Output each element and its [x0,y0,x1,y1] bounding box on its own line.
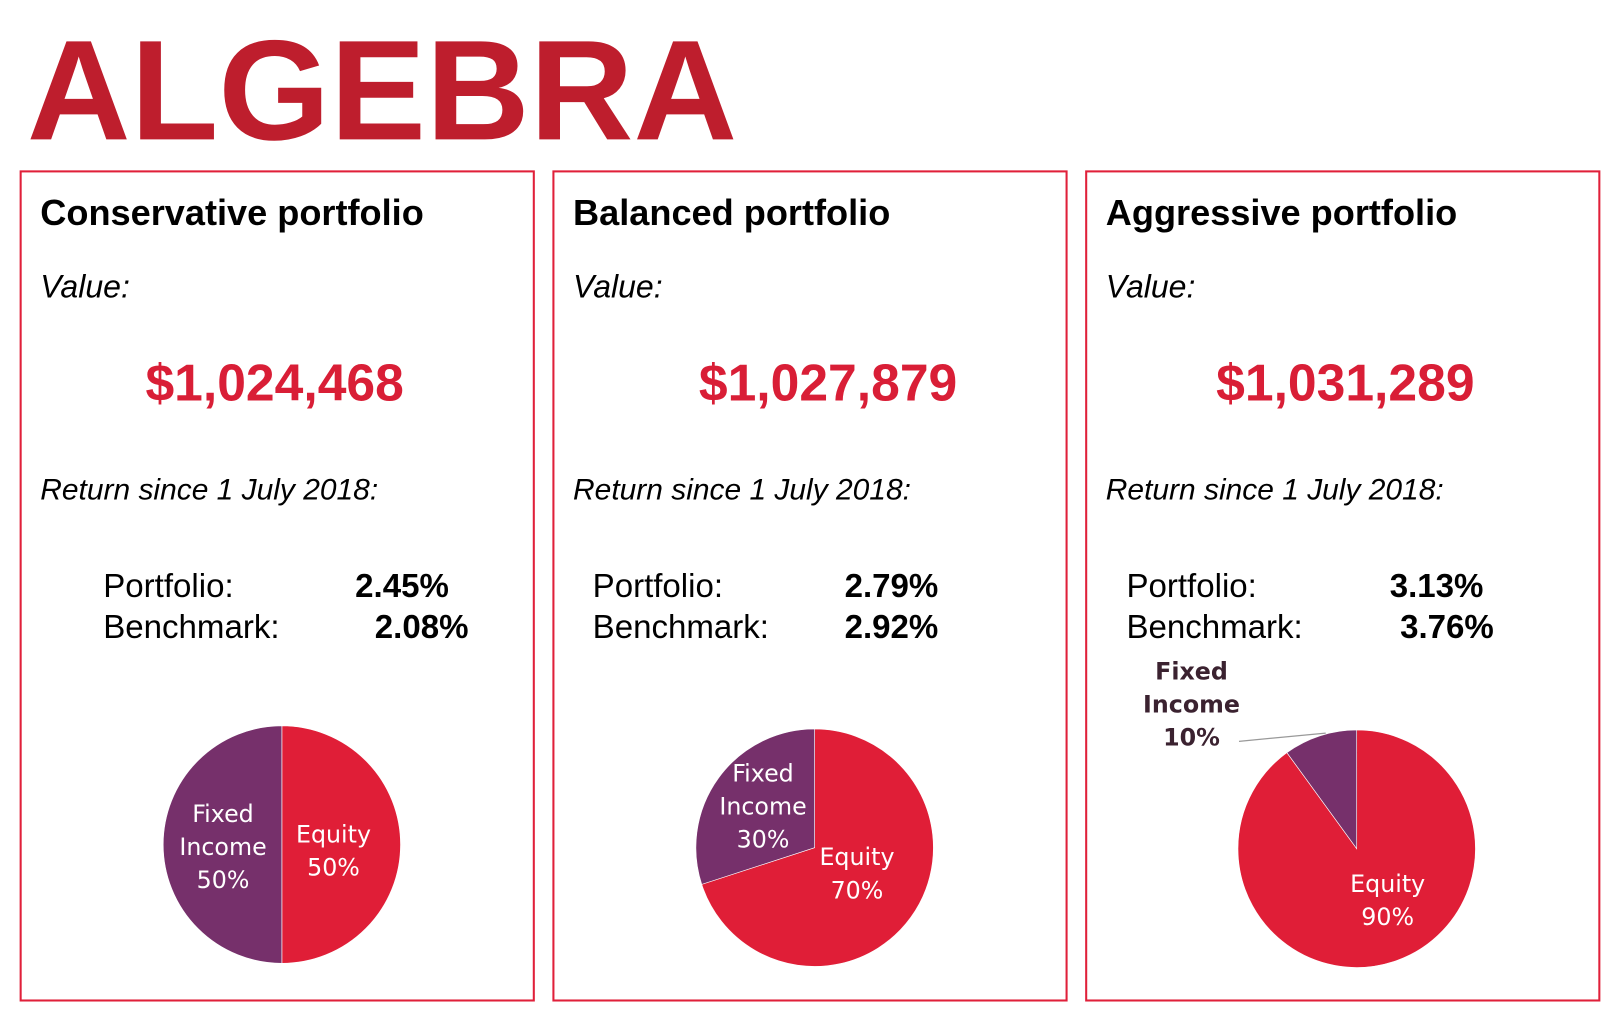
leader-line [1238,732,1326,742]
pie-label: Equity [1350,870,1425,898]
portfolio-label: Portfolio: [592,566,724,605]
pie-slice-equity [281,725,401,964]
card-title: Conservative portfolio [40,193,424,234]
benchmark-label: Benchmark: [1126,608,1303,646]
card-title: Aggressive portfolio [1105,193,1458,234]
pie-slice-fixed-income [1286,729,1358,850]
portfolio-label: Portfolio: [103,566,234,605]
portfolio-value: $1,031,289 [1216,354,1475,412]
portfolio-return: 2.79% [844,566,939,605]
pie-label: Income [719,793,806,821]
pie-label: Fixed [732,760,794,788]
pie-label: 90% [1361,903,1414,931]
pie-label: Income [179,833,266,861]
pie-label: 50% [307,854,360,882]
pie-label: Fixed [192,800,254,828]
portfolio-return: 3.13% [1389,566,1484,605]
portfolio-return: 2.45% [355,566,449,605]
pie-slice-fixed-income [695,728,815,885]
pie-label: 10% [1163,723,1220,751]
pie-label: Fixed [1155,657,1228,685]
pie-slice-equity [701,728,934,967]
conservative-portfolio-card: Conservative portfolio Value: $1,024,468… [19,170,535,1002]
portfolio-value: $1,024,468 [145,354,404,412]
pie-label: 30% [737,826,790,854]
benchmark-return: 3.76% [1400,608,1494,646]
pie-label: Equity [819,843,894,871]
return-label: Return since 1 July 2018: [1105,473,1444,507]
benchmark-label: Benchmark: [103,608,280,646]
card-title: Balanced portfolio [573,193,891,234]
algebra-logo: ALGEBRA [27,31,737,150]
pie-label: Equity [296,821,371,849]
portfolio-value: $1,027,879 [698,354,958,412]
value-label: Value: [1105,268,1196,305]
pie-slice-fixed-income [162,725,283,964]
benchmark-return: 2.08% [374,608,469,646]
benchmark-return: 2.92% [844,608,939,646]
benchmark-label: Benchmark: [592,608,769,646]
svg-text:ALGEBRA: ALGEBRA [27,31,737,150]
aggressive-portfolio-card: Aggressive portfolio Value: $1,031,289 R… [1085,170,1601,1002]
return-label: Return since 1 July 2018: [573,473,911,507]
return-label: Return since 1 July 2018: [40,473,379,507]
pie-label: 70% [831,876,884,904]
portfolio-label: Portfolio: [1126,566,1257,605]
pie-label: Income [1143,690,1240,718]
pie-label: 50% [197,866,250,894]
value-label: Value: [573,268,663,305]
balanced-portfolio-card: Balanced portfolio Value: $1,027,879 Ret… [552,170,1068,1002]
value-label: Value: [40,268,130,305]
